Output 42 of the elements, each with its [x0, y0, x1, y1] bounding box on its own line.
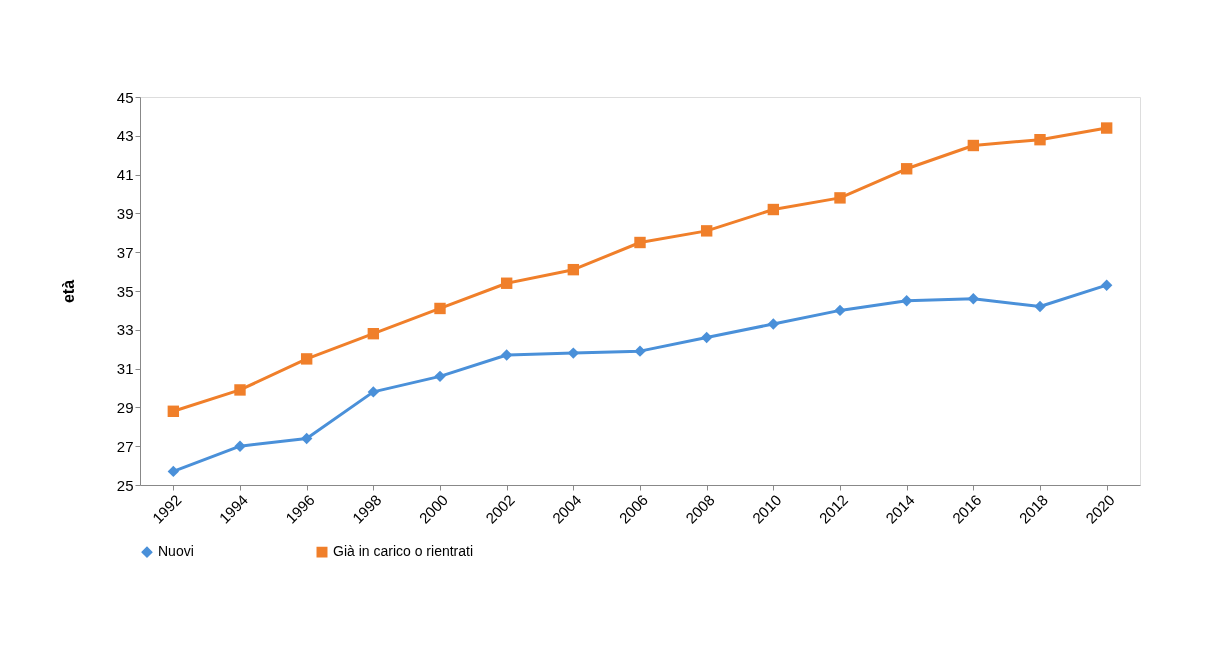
point: [367, 386, 380, 398]
point: [900, 163, 913, 175]
point: [567, 263, 580, 276]
point: [167, 405, 180, 417]
point: [1034, 133, 1046, 146]
point: [434, 302, 446, 315]
point: [700, 225, 713, 237]
y-tick-label: 27: [116, 437, 134, 455]
point: [300, 432, 313, 445]
point: [834, 192, 846, 204]
legend-label: Già in carico o rientrati: [333, 543, 474, 560]
point: [767, 203, 780, 216]
y-tick-label: 29: [116, 398, 134, 416]
point: [634, 236, 646, 249]
y-tick-label: 45: [116, 88, 134, 106]
point: [634, 345, 646, 357]
point: [1100, 279, 1113, 291]
legend-label: Nuovi: [158, 543, 194, 560]
point: [767, 318, 780, 330]
point: [367, 327, 380, 340]
y-tick-label: 41: [116, 166, 134, 184]
point: [167, 465, 180, 478]
point: [967, 139, 980, 152]
point: [234, 384, 246, 396]
y-tick-label: 31: [116, 360, 134, 378]
point: [434, 370, 446, 383]
y-tick-label: 25: [116, 476, 134, 494]
y-tick-label: 39: [116, 204, 134, 222]
y-tick-label: 37: [116, 243, 134, 261]
y-tick-label: 43: [116, 127, 134, 145]
y-tick-label: 35: [116, 282, 134, 300]
y-tick-label: 33: [116, 321, 134, 339]
point: [300, 353, 313, 365]
point: [1100, 122, 1113, 134]
y-axis-title: età: [59, 279, 77, 304]
point: [234, 440, 246, 452]
point: [500, 277, 513, 289]
point: [1034, 300, 1046, 313]
point: [834, 304, 846, 317]
point: [500, 349, 513, 361]
point: [700, 331, 713, 344]
point: [967, 293, 980, 305]
